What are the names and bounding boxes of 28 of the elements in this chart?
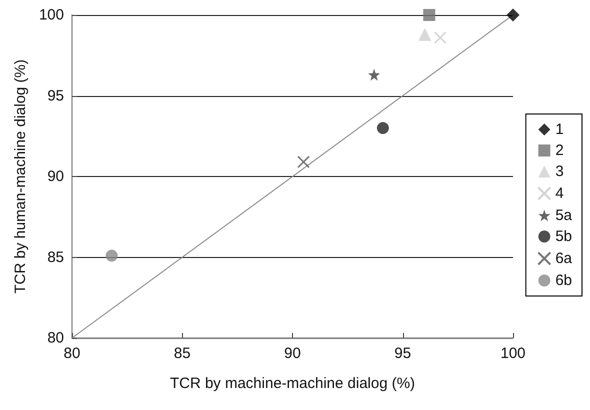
y-tick-label: 85 [47, 248, 64, 266]
y-axis-title: TCR by human-machine dialog (%) [12, 59, 30, 294]
x-tick-label: 100 [500, 345, 526, 362]
point [423, 9, 436, 21]
legend-label: 1 [555, 121, 564, 138]
x-tick-label: 85 [174, 345, 191, 362]
x-tick-label: 80 [64, 345, 80, 362]
legend-label: 5b [555, 228, 572, 245]
point [368, 68, 380, 81]
legend-label: 2 [555, 142, 564, 159]
point [434, 31, 446, 44]
legend-label: 3 [555, 163, 564, 180]
y-tick-label: 100 [38, 6, 64, 24]
legend-label: 6a [555, 250, 573, 267]
point [418, 28, 432, 41]
y-tick-label: 90 [47, 168, 64, 185]
legend-label: 5a [555, 207, 573, 224]
y-tick-label: 80 [47, 330, 64, 346]
point [297, 156, 310, 168]
legend-label: 4 [555, 185, 564, 202]
x-axis-title: TCR by machine-machine dialog (%) [170, 375, 416, 392]
legend-label: 6b [555, 272, 572, 289]
point [106, 250, 118, 262]
point [376, 122, 389, 134]
point [506, 8, 520, 22]
x-tick-label: 95 [394, 345, 412, 362]
x-tick-label: 90 [284, 345, 301, 362]
y-tick-label: 95 [47, 87, 64, 104]
